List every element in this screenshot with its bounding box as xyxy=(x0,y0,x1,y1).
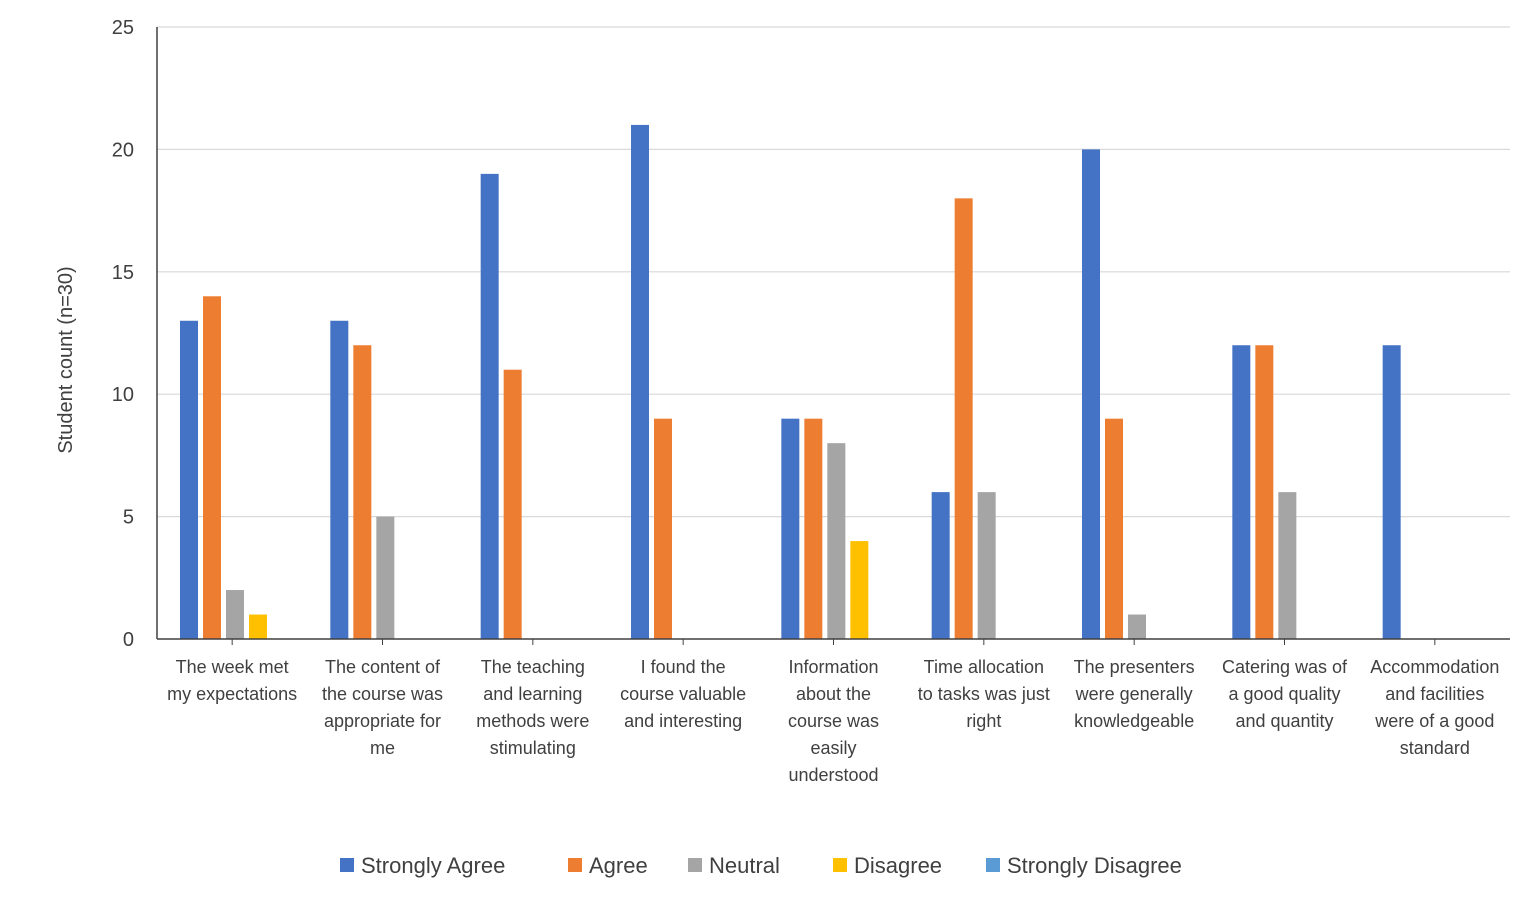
axes xyxy=(156,27,1510,645)
y-tick-label: 10 xyxy=(112,384,134,406)
y-tick-label: 5 xyxy=(123,507,134,529)
bar xyxy=(330,320,349,639)
bar xyxy=(850,541,869,639)
bar xyxy=(654,418,672,639)
legend: Strongly Agree Agree Neutral Disagree Strong… xyxy=(340,853,1182,878)
bar xyxy=(376,516,395,639)
y-tick-label: 20 xyxy=(112,139,134,161)
x-category-label: course valuable xyxy=(620,684,746,704)
bar xyxy=(804,418,823,639)
bar xyxy=(503,369,522,639)
x-category-label: course was xyxy=(788,711,879,731)
legend-label: Strongly Agree xyxy=(361,853,505,878)
bar xyxy=(827,443,846,639)
x-category-label: appropriate for xyxy=(324,711,441,731)
y-tick-label: 25 xyxy=(112,17,134,39)
x-category-label: The presenters xyxy=(1074,657,1195,677)
bars xyxy=(180,124,1401,640)
legend-swatch xyxy=(986,858,1000,872)
legend-label: Agree xyxy=(589,853,648,878)
bar xyxy=(1255,345,1274,639)
x-category-label: standard xyxy=(1400,738,1470,758)
bar xyxy=(1382,345,1401,639)
x-category-label: right xyxy=(966,711,1001,731)
legend-label: Strongly Disagree xyxy=(1007,853,1182,878)
bar xyxy=(931,492,950,639)
bar xyxy=(977,492,996,639)
bar xyxy=(1278,492,1297,639)
x-category-label: my expectations xyxy=(167,684,297,704)
x-category-label: The week met xyxy=(176,657,289,677)
x-category-label: The content of xyxy=(325,657,441,677)
y-tick-labels: 0 5 10 15 20 25 xyxy=(112,17,134,651)
x-category-label: methods were xyxy=(476,711,589,731)
bar xyxy=(1105,418,1123,639)
bar xyxy=(226,590,244,639)
x-category-label: Accommodation xyxy=(1370,657,1499,677)
x-category-label: to tasks was just xyxy=(918,684,1050,704)
x-category-label: a good quality xyxy=(1228,684,1340,704)
x-category-label: knowledgeable xyxy=(1074,711,1194,731)
x-category-label: I found the xyxy=(641,657,726,677)
x-category-label: and interesting xyxy=(624,711,742,731)
bar xyxy=(631,124,649,640)
bar xyxy=(249,614,267,639)
x-category-label: the course was xyxy=(322,684,443,704)
legend-swatch xyxy=(340,858,354,872)
y-tick-label: 15 xyxy=(112,262,134,284)
x-category-label: about the xyxy=(796,684,871,704)
legend-label: Disagree xyxy=(854,853,942,878)
bar xyxy=(1232,345,1251,639)
x-category-label: and facilities xyxy=(1385,684,1484,704)
bar xyxy=(1128,614,1146,639)
bar xyxy=(480,173,499,639)
x-category-label: were of a good xyxy=(1374,711,1494,731)
legend-swatch xyxy=(568,858,582,872)
bar xyxy=(180,320,198,639)
legend-swatch xyxy=(688,858,702,872)
x-category-label: Time allocation xyxy=(924,657,1044,677)
x-category-label: stimulating xyxy=(490,738,576,758)
x-category-label: Catering was of xyxy=(1222,657,1348,677)
bar xyxy=(781,418,800,639)
x-category-label: and quantity xyxy=(1235,711,1333,731)
bar xyxy=(954,198,973,640)
x-category-labels: The week met my expectations The content o… xyxy=(167,657,1499,785)
bar xyxy=(1082,149,1100,639)
x-category-label: understood xyxy=(788,765,878,785)
x-category-label: me xyxy=(370,738,395,758)
legend-label: Neutral xyxy=(709,853,780,878)
x-category-label: Information xyxy=(788,657,878,677)
y-tick-label: 0 xyxy=(123,629,134,651)
x-category-label: The teaching xyxy=(481,657,585,677)
legend-swatch xyxy=(833,858,847,872)
x-category-label: and learning xyxy=(483,684,582,704)
bar xyxy=(353,345,372,639)
bar xyxy=(203,296,221,639)
x-category-label: were generally xyxy=(1075,684,1193,704)
x-category-label: easily xyxy=(810,738,856,758)
y-axis-title: Student count (n=30) xyxy=(55,266,77,453)
